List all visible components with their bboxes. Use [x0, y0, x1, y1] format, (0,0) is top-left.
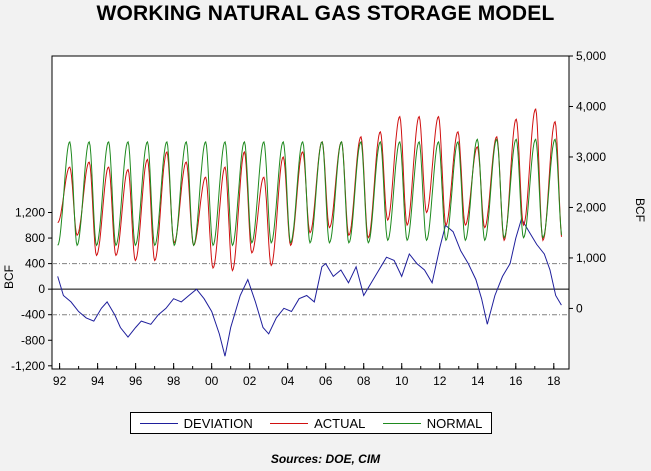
left-axis-ticks: -1,200 -800 -400 0 400 800 1,200: [11, 206, 52, 373]
legend-item-deviation: DEVIATION: [139, 415, 253, 431]
left-tick-label: 1,200: [15, 206, 45, 220]
legend-label-actual: ACTUAL: [314, 415, 366, 431]
legend-item-actual: ACTUAL: [270, 416, 365, 431]
right-axis-label: BCF: [633, 198, 647, 222]
x-tick-label: 00: [205, 374, 219, 388]
left-tick-label: -400: [21, 308, 45, 322]
x-tick-label: 04: [281, 374, 295, 388]
right-axis-ticks: 0 1,000 2,000 3,000 4,000 5,000: [569, 49, 606, 315]
x-tick-label: 14: [471, 374, 485, 388]
x-tick-label: 18: [547, 374, 561, 388]
x-tick-label: 94: [91, 374, 105, 388]
left-tick-label: 800: [25, 231, 45, 245]
x-tick-label: 06: [319, 374, 333, 388]
x-axis-ticks: 92 94 96 98 00 02 04 06 08 10 12 14 16 18: [53, 363, 561, 388]
series-group: [57, 107, 562, 357]
legend-label-deviation: DEVIATION: [183, 415, 253, 431]
right-tick-label: 5,000: [576, 49, 606, 63]
left-tick-label: -800: [21, 333, 45, 347]
x-tick-label: 12: [433, 374, 447, 388]
series-line-deviation: [57, 217, 562, 357]
right-tick-label: 0: [576, 301, 583, 315]
right-tick-label: 2,000: [576, 200, 606, 214]
left-tick-label: 0: [38, 282, 45, 296]
source-note: Sources: DOE, CIM: [270, 452, 381, 466]
reference-lines: [52, 263, 569, 316]
legend: DEVIATION ACTUAL NORMAL: [130, 412, 492, 434]
x-tick-label: 92: [53, 374, 67, 388]
left-tick-label: -1,200: [11, 359, 45, 373]
right-tick-label: 4,000: [576, 99, 606, 113]
chart-title: WORKING NATURAL GAS STORAGE MODEL: [96, 2, 555, 25]
series-line-actual: [57, 107, 562, 272]
x-tick-label: 08: [357, 374, 371, 388]
x-tick-label: 10: [395, 374, 409, 388]
right-tick-label: 1,000: [576, 251, 606, 265]
right-tick-label: 3,000: [576, 150, 606, 164]
legend-swatch-normal: [382, 422, 421, 424]
x-tick-label: 02: [243, 374, 257, 388]
legend-item-normal: NORMAL: [382, 415, 483, 431]
legend-swatch-deviation: [139, 422, 178, 424]
x-tick-label: 16: [509, 374, 523, 388]
left-axis-label: BCF: [2, 265, 16, 289]
plot-area: [51, 55, 570, 370]
left-tick-label: 400: [25, 257, 45, 271]
legend-swatch-actual: [270, 422, 309, 424]
legend-label-normal: NORMAL: [426, 415, 483, 431]
x-tick-label: 98: [167, 374, 181, 388]
series-line-normal: [57, 138, 562, 247]
x-tick-label: 96: [129, 374, 143, 388]
